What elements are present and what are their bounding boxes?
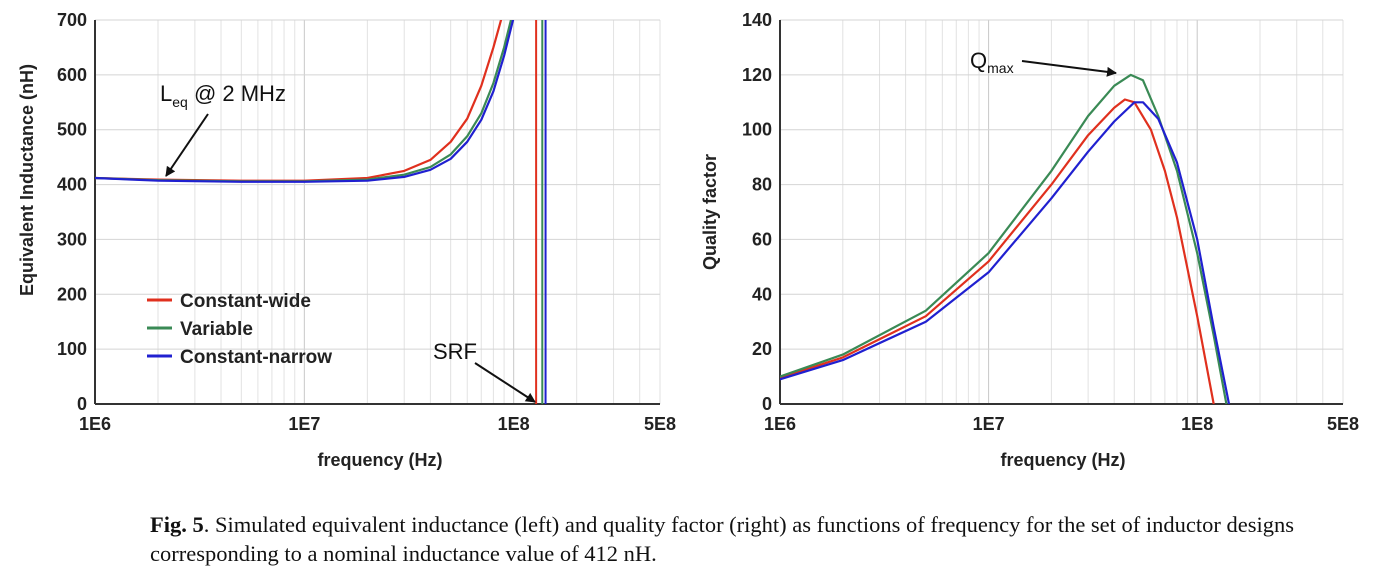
inductance-y-tick-label: 100 bbox=[57, 339, 87, 359]
qmax-arrow bbox=[1021, 60, 1117, 77]
inductance-grid bbox=[94, 19, 661, 405]
inductance-series bbox=[95, 20, 547, 404]
inductance-x-tick-label: 1E7 bbox=[288, 414, 320, 434]
quality-factor-x-tick-label: 1E8 bbox=[1181, 414, 1213, 434]
inductance-x-tick-label: 5E8 bbox=[644, 414, 676, 434]
quality-factor-line-constant-narrow bbox=[780, 101, 1231, 404]
quality-factor-line-constant-wide bbox=[780, 98, 1215, 404]
qmax-annotation-subscript: max bbox=[987, 60, 1013, 76]
figure-caption: Fig. 5. Simulated equivalent inductance … bbox=[150, 510, 1365, 568]
quality-factor-y-tick-label: 40 bbox=[752, 284, 772, 304]
inductance-y-tick-label: 200 bbox=[57, 284, 87, 304]
quality-factor-chart: 1E6 1E7 1E8 5E8 0 20 40 60 80 100 120 140 frequency… bbox=[700, 10, 1359, 470]
leq-arrow bbox=[165, 113, 209, 177]
leq-annotation: Leq @ 2 MHz bbox=[160, 81, 286, 110]
quality-factor-x-tick-label: 1E6 bbox=[764, 414, 796, 434]
quality-factor-x-tick-label: 5E8 bbox=[1327, 414, 1359, 434]
leq-annotation-subscript: eq bbox=[172, 94, 188, 110]
inductance-y-axis-label: Equivalent Inductance (nH) bbox=[17, 64, 37, 296]
caption-label: Fig. 5 bbox=[150, 512, 204, 537]
inductance-x-tick-label: 1E8 bbox=[498, 414, 530, 434]
leq-annotation-main: L bbox=[160, 81, 172, 106]
quality-factor-x-tick-label: 1E7 bbox=[973, 414, 1005, 434]
quality-factor-ticks: 1E6 1E7 1E8 5E8 0 20 40 60 80 100 120 140 bbox=[742, 10, 1359, 434]
legend-label-constant-wide: Constant-wide bbox=[180, 291, 311, 312]
quality-factor-y-axis-label: Quality factor bbox=[700, 154, 720, 270]
srf-arrow bbox=[474, 362, 536, 403]
inductance-line-constant-wide bbox=[95, 20, 503, 182]
quality-factor-y-tick-label: 60 bbox=[752, 229, 772, 249]
quality-factor-y-tick-label: 120 bbox=[742, 65, 772, 85]
leq-annotation-suffix: @ 2 MHz bbox=[188, 81, 286, 106]
quality-factor-y-tick-label: 0 bbox=[762, 394, 772, 414]
inductance-y-tick-label: 300 bbox=[57, 229, 87, 249]
quality-factor-line-variable bbox=[780, 73, 1228, 404]
inductance-y-tick-label: 700 bbox=[57, 10, 87, 30]
quality-factor-y-tick-label: 80 bbox=[752, 175, 772, 195]
legend: Constant-wide Variable Constant-narrow bbox=[147, 291, 332, 368]
quality-factor-y-tick-label: 100 bbox=[742, 120, 772, 140]
qmax-annotation-main: Q bbox=[970, 48, 987, 73]
srf-annotation: SRF bbox=[433, 339, 477, 364]
inductance-chart: 1E6 1E7 1E8 5E8 0 100 200 300 400 500 600 700 frequ… bbox=[17, 10, 676, 470]
legend-label-constant-narrow: Constant-narrow bbox=[180, 347, 332, 368]
caption-text: . Simulated equivalent inductance (left)… bbox=[150, 512, 1295, 566]
inductance-y-tick-label: 0 bbox=[77, 394, 87, 414]
inductance-y-tick-label: 500 bbox=[57, 120, 87, 140]
inductance-x-axis-label: frequency (Hz) bbox=[317, 450, 442, 470]
quality-factor-grid bbox=[779, 19, 1344, 405]
inductance-line-constant-narrow bbox=[95, 20, 515, 183]
inductance-ticks: 1E6 1E7 1E8 5E8 0 100 200 300 400 500 600 700 bbox=[57, 10, 676, 434]
inductance-y-tick-label: 400 bbox=[57, 175, 87, 195]
quality-factor-y-tick-label: 20 bbox=[752, 339, 772, 359]
legend-label-variable: Variable bbox=[180, 319, 253, 340]
quality-factor-x-axis-label: frequency (Hz) bbox=[1000, 450, 1125, 470]
qmax-annotation: Qmax bbox=[970, 48, 1014, 76]
inductance-y-tick-label: 600 bbox=[57, 65, 87, 85]
inductance-x-tick-label: 1E6 bbox=[79, 414, 111, 434]
quality-factor-series bbox=[780, 73, 1231, 404]
quality-factor-y-tick-label: 140 bbox=[742, 10, 772, 30]
